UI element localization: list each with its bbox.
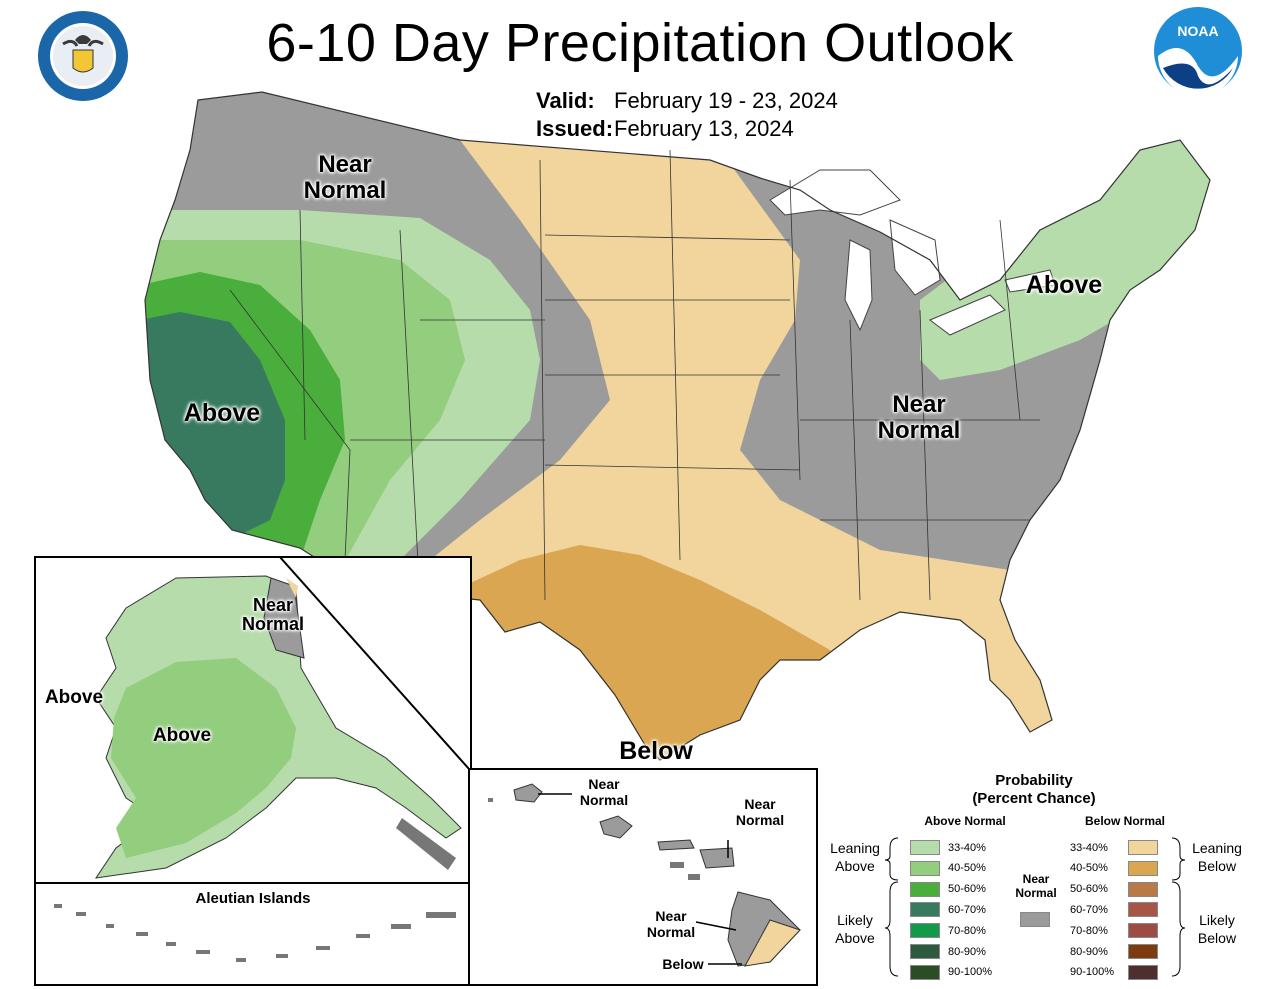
- legend-above-row: 70-80%: [910, 923, 998, 939]
- legend-near-swatch: [1020, 912, 1050, 927]
- legend-below-pct: 33-40%: [1070, 841, 1108, 854]
- legend-below-swatch: [1128, 840, 1158, 855]
- label-east-near-normal: Near Normal: [877, 391, 961, 444]
- aleutian-inset: Aleutian Islands: [34, 882, 472, 986]
- legend-below-pct: 50-60%: [1070, 883, 1108, 896]
- legend-above-swatch: [910, 944, 940, 959]
- valid-dates: Valid: February 19 - 23, 2024: [536, 88, 838, 114]
- label-hi-near-normal-2: Near Normal: [735, 796, 785, 829]
- lake-ontario: [1004, 269, 1056, 293]
- legend-below-swatch: [1128, 964, 1158, 980]
- issued-value: February 13, 2024: [614, 116, 794, 141]
- legend-below-pct: 90-100%: [1070, 966, 1115, 979]
- legend-below-swatch: [1128, 923, 1158, 939]
- legend-below-swatch: [1128, 881, 1158, 897]
- legend-above-header: Above Normal: [924, 814, 1006, 828]
- legend-below-row: 33-40%: [1070, 840, 1158, 855]
- lake-superior: [769, 169, 901, 216]
- commerce-seal-logo: [38, 11, 128, 101]
- label-west-above: Above: [183, 399, 261, 427]
- legend-above-pct: 33-40%: [948, 841, 986, 854]
- issued-label: Issued:: [536, 116, 614, 141]
- legend-above-swatch: [910, 964, 940, 980]
- legend-above-pct: 50-60%: [948, 883, 986, 896]
- legend-above-row: 50-60%: [910, 881, 998, 897]
- issued-date: Issued:February 13, 2024: [536, 116, 794, 142]
- legend-below-row: 50-60%: [1070, 881, 1158, 897]
- legend-above-pct: 80-90%: [948, 945, 986, 958]
- legend-likely-below: Likely Below: [1197, 912, 1237, 946]
- lake-huron: [889, 219, 941, 296]
- label-hi-near-normal-3: Near Normal: [646, 908, 696, 941]
- legend-below-swatch: [1128, 944, 1158, 959]
- aleutian-map: [54, 904, 456, 962]
- map-title: 6-10 Day Precipitation Outlook: [266, 13, 1014, 73]
- label-hi-near-normal-1: Near Normal: [579, 776, 629, 809]
- hawaii-inset: Near Normal Near Normal Near Normal Belo…: [468, 768, 818, 986]
- legend-leaning-above: Leaning Above: [830, 840, 880, 874]
- legend-below-header: Below Normal: [1084, 814, 1165, 828]
- label-ak-above-west: Above: [44, 687, 104, 708]
- hawaii-map: [488, 783, 801, 967]
- svg-text:NOAA: NOAA: [1177, 23, 1218, 39]
- legend-above-row: 33-40%: [910, 840, 998, 855]
- legend-leaning-below: Leaning Below: [1192, 840, 1242, 874]
- legend-above-swatch: [910, 840, 940, 855]
- legend-above-pct: 90-100%: [948, 966, 993, 979]
- legend-near-label: Near Normal: [1015, 872, 1057, 900]
- legend-below-row: 90-100%: [1070, 964, 1158, 980]
- legend-above-row: 60-70%: [910, 902, 998, 918]
- legend-below-row: 70-80%: [1070, 923, 1158, 939]
- label-nw-near-normal: Near Normal: [303, 151, 387, 204]
- legend-title: Probability (Percent Chance): [950, 772, 1118, 808]
- legend-likely-above: Likely Above: [835, 912, 875, 946]
- aleutian-title: Aleutian Islands: [195, 890, 311, 907]
- legend-title-line1: Probability: [995, 772, 1073, 789]
- legend-below-swatch: [1128, 860, 1158, 876]
- legend-below-pct: 40-50%: [1070, 862, 1108, 875]
- label-ak-above-center: Above: [152, 725, 212, 746]
- legend-above-swatch: [910, 860, 940, 876]
- legend-title-line2: (Percent Chance): [972, 790, 1096, 807]
- alaska-map: [94, 575, 462, 879]
- conus-outline: [144, 91, 1211, 761]
- state-boundaries: [229, 149, 1040, 601]
- valid-value: February 19 - 23, 2024: [614, 88, 838, 113]
- legend-above-pct: 40-50%: [948, 862, 986, 875]
- label-ne-above: Above: [1025, 271, 1103, 299]
- inset-diagonal: [279, 556, 469, 770]
- legend-above-pct: 70-80%: [948, 924, 986, 937]
- legend: Probability (Percent Chance) Above Norma…: [820, 770, 1280, 985]
- legend-above-row: 40-50%: [910, 860, 998, 876]
- noaa-logo: NOAA: [1154, 7, 1242, 96]
- legend-above-swatch: [910, 902, 940, 918]
- lake-michigan: [844, 239, 873, 332]
- lake-erie: [929, 294, 1006, 336]
- legend-above-swatch: [910, 923, 940, 939]
- legend-below-pct: 70-80%: [1070, 924, 1108, 937]
- label-south-below: Below: [619, 737, 693, 765]
- label-hi-below: Below: [662, 956, 704, 972]
- legend-above-pct: 60-70%: [948, 903, 986, 916]
- legend-above-row: 90-100%: [910, 964, 998, 980]
- alaska-inset: Near Normal Above Above: [34, 556, 472, 886]
- legend-above-row: 80-90%: [910, 944, 998, 959]
- legend-below-swatch: [1128, 902, 1158, 918]
- label-ak-near-normal: Near Normal: [241, 595, 304, 635]
- legend-above-swatch: [910, 881, 940, 897]
- legend-below-row: 80-90%: [1070, 944, 1158, 959]
- valid-label: Valid:: [536, 88, 595, 113]
- legend-below-pct: 80-90%: [1070, 945, 1108, 958]
- legend-below-pct: 60-70%: [1070, 903, 1108, 916]
- legend-below-row: 60-70%: [1070, 902, 1158, 918]
- legend-below-row: 40-50%: [1070, 860, 1158, 876]
- legend-braces: [884, 837, 1186, 977]
